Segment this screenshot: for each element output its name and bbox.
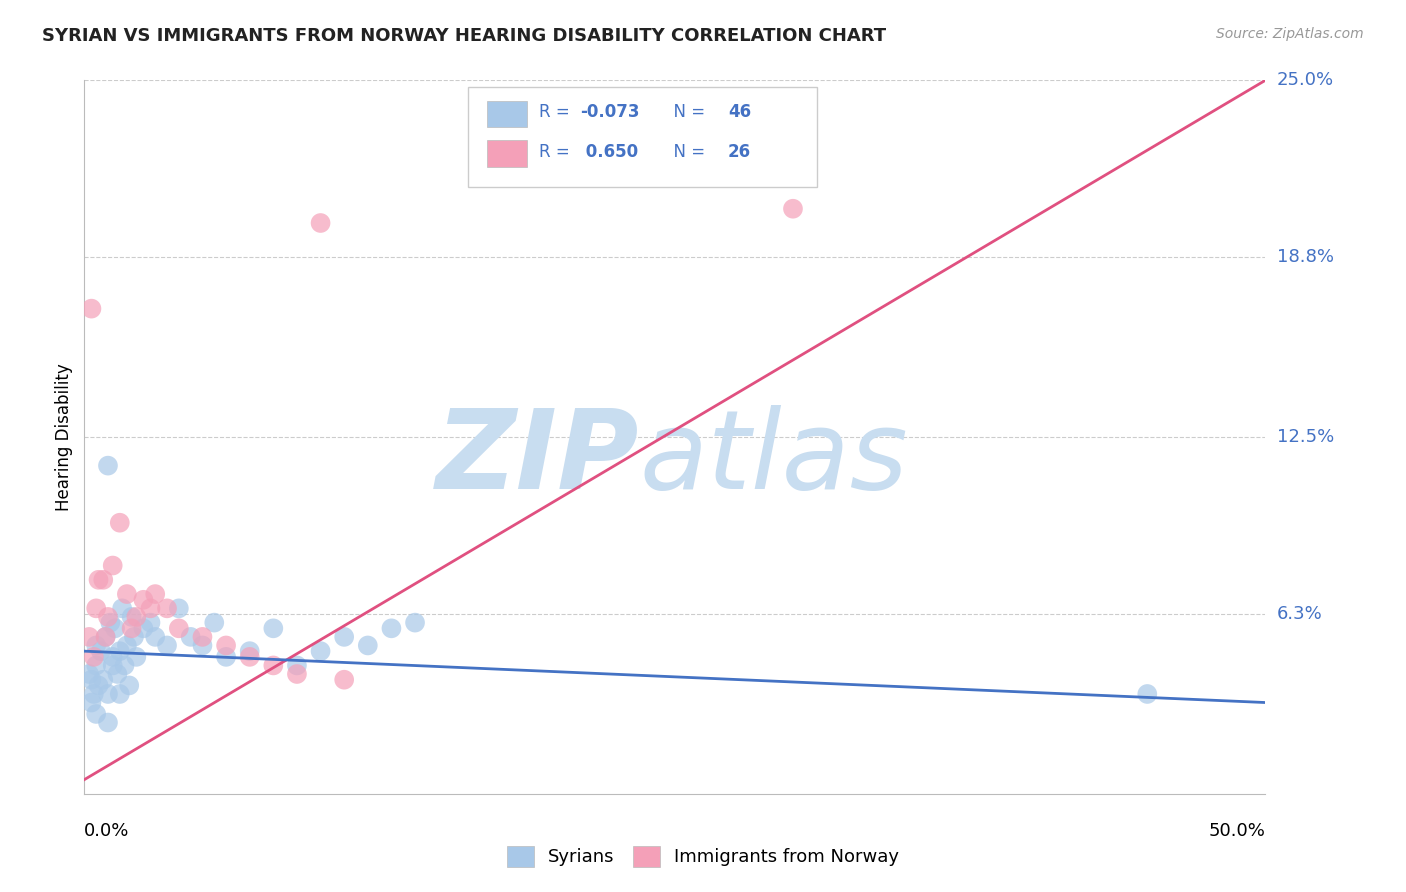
Text: 26: 26: [728, 143, 751, 161]
Point: [156, 639, 179, 653]
Text: 6.3%: 6.3%: [1277, 605, 1322, 623]
Point: [77, 630, 100, 644]
Text: 0.0%: 0.0%: [84, 822, 129, 840]
Point: [115, 587, 138, 601]
Point: [97, 610, 120, 624]
Text: 25.0%: 25.0%: [1277, 71, 1334, 89]
Point: [98, 615, 121, 630]
FancyBboxPatch shape: [486, 101, 527, 128]
Text: -0.073: -0.073: [581, 103, 640, 121]
Point: [101, 658, 124, 673]
Point: [101, 649, 124, 664]
Text: 18.8%: 18.8%: [1277, 248, 1333, 266]
Text: R =: R =: [538, 103, 575, 121]
Point: [83, 649, 105, 664]
Text: 0.650: 0.650: [581, 143, 638, 161]
Point: [239, 649, 262, 664]
Point: [94, 630, 117, 644]
Text: N =: N =: [664, 103, 710, 121]
Point: [108, 644, 131, 658]
Point: [84, 706, 107, 721]
Point: [108, 516, 131, 530]
Point: [262, 658, 284, 673]
Point: [132, 621, 155, 635]
Point: [90, 644, 112, 658]
Text: N =: N =: [664, 143, 710, 161]
Point: [87, 573, 110, 587]
Point: [143, 630, 166, 644]
Point: [121, 610, 143, 624]
Point: [309, 216, 332, 230]
Point: [80, 301, 103, 316]
Point: [125, 649, 148, 664]
Point: [380, 621, 402, 635]
Text: 50.0%: 50.0%: [1209, 822, 1265, 840]
Point: [782, 202, 804, 216]
Point: [215, 639, 238, 653]
Point: [285, 658, 308, 673]
Point: [180, 630, 202, 644]
Point: [118, 678, 141, 692]
Point: [122, 630, 145, 644]
Text: 46: 46: [728, 103, 751, 121]
Point: [167, 621, 190, 635]
Text: R =: R =: [538, 143, 575, 161]
Point: [104, 621, 127, 635]
Point: [107, 667, 129, 681]
Text: 12.5%: 12.5%: [1277, 428, 1334, 446]
Point: [139, 601, 162, 615]
Legend: Syrians, Immigrants from Norway: Syrians, Immigrants from Norway: [499, 838, 907, 874]
Point: [115, 639, 138, 653]
Point: [239, 644, 262, 658]
Point: [97, 687, 120, 701]
Y-axis label: Hearing Disability: Hearing Disability: [55, 363, 73, 511]
Text: SYRIAN VS IMMIGRANTS FROM NORWAY HEARING DISABILITY CORRELATION CHART: SYRIAN VS IMMIGRANTS FROM NORWAY HEARING…: [42, 27, 886, 45]
Point: [111, 601, 134, 615]
Point: [84, 639, 107, 653]
Point: [97, 458, 120, 473]
Point: [1136, 687, 1159, 701]
Point: [215, 649, 238, 664]
Point: [80, 673, 103, 687]
Text: Source: ZipAtlas.com: Source: ZipAtlas.com: [1216, 27, 1364, 41]
Point: [114, 658, 136, 673]
Point: [167, 601, 190, 615]
Point: [285, 667, 308, 681]
Point: [87, 678, 110, 692]
Point: [91, 573, 114, 587]
Point: [143, 587, 166, 601]
Point: [262, 621, 284, 635]
Point: [91, 673, 114, 687]
Point: [139, 615, 162, 630]
Point: [333, 673, 356, 687]
Text: atlas: atlas: [640, 405, 908, 512]
FancyBboxPatch shape: [468, 87, 817, 187]
Point: [121, 621, 143, 635]
Point: [108, 687, 131, 701]
Point: [309, 644, 332, 658]
Point: [101, 558, 124, 573]
Point: [125, 610, 148, 624]
Point: [83, 687, 105, 701]
Point: [80, 696, 103, 710]
Point: [191, 630, 214, 644]
Point: [94, 630, 117, 644]
Point: [132, 592, 155, 607]
Point: [84, 601, 107, 615]
Point: [202, 615, 225, 630]
Point: [84, 658, 107, 673]
Point: [97, 715, 120, 730]
Point: [77, 667, 100, 681]
Point: [357, 639, 380, 653]
Point: [404, 615, 426, 630]
Text: ZIP: ZIP: [436, 405, 640, 512]
Point: [156, 601, 179, 615]
Point: [191, 639, 214, 653]
Point: [333, 630, 356, 644]
FancyBboxPatch shape: [486, 140, 527, 167]
